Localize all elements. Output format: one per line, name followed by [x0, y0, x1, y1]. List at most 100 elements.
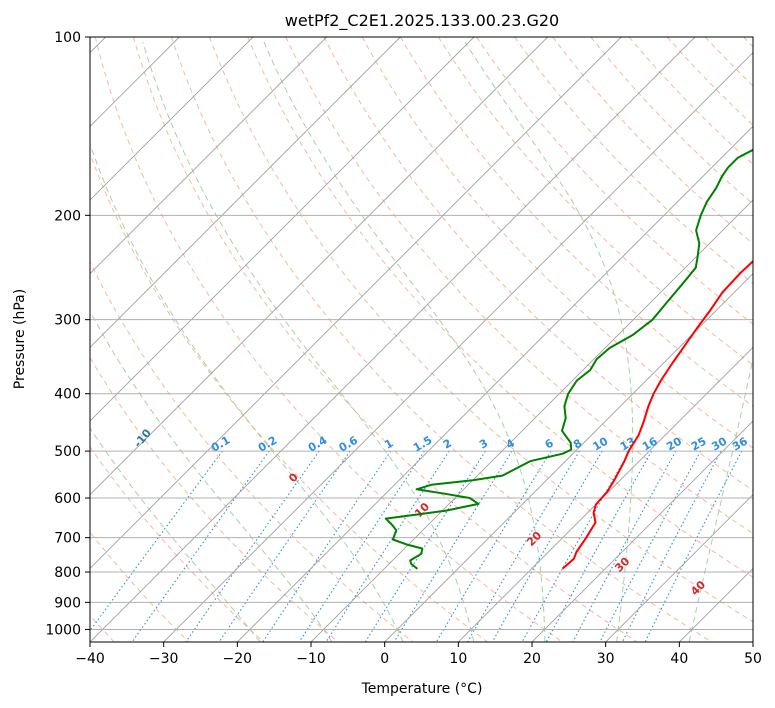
dry-adiabat-line	[704, 37, 753, 87]
moist-adiabat-line	[464, 41, 634, 642]
y-tick-label: 400	[54, 387, 81, 403]
mixing-ratio-line	[393, 450, 513, 642]
dry-adiabat-line	[743, 37, 753, 48]
moist-adiabat-line	[263, 41, 546, 642]
x-tick-label: −10	[296, 651, 326, 667]
mixing-ratio-line	[572, 450, 677, 642]
moist-adiabats	[90, 41, 753, 642]
dry-adiabat-line	[399, 37, 753, 407]
moist-adiabat-line	[688, 355, 753, 642]
isotherm-line	[90, 37, 254, 201]
moist-adiabat-label: 40	[688, 578, 708, 598]
y-tick-label: 1000	[45, 622, 81, 638]
mixing-ratio-label: 2	[441, 437, 454, 452]
dry-adiabat-line	[247, 37, 753, 578]
dry-adiabat-line	[666, 37, 753, 126]
mixing-ratio-line	[435, 450, 552, 642]
isotherm-line	[752, 641, 753, 642]
isotherm-line	[90, 37, 548, 496]
mixing-ratio-line	[467, 450, 580, 642]
y-tick-label: 200	[54, 208, 81, 224]
moist-adiabat-line	[90, 427, 261, 642]
isotherm-line	[237, 125, 753, 642]
mixing-ratio-line	[599, 450, 701, 642]
y-axis-label: Pressure (hPa)	[12, 289, 28, 389]
dry-adiabat-line	[514, 37, 753, 285]
x-tick-label: −40	[75, 651, 105, 667]
x-tick-label: −30	[149, 651, 179, 667]
mixing-ratio-line	[364, 450, 486, 642]
isotherm-line	[90, 37, 401, 348]
mixing-ratio-lines	[90, 450, 743, 642]
dry-adiabat-label: -10	[131, 426, 154, 450]
isotherm-line	[605, 494, 753, 642]
mixing-ratio-line	[621, 450, 722, 642]
x-axis: −40 −30 −20 −10 0 10 20 30 40 50	[75, 642, 762, 667]
x-tick-label: 10	[449, 651, 467, 667]
moist-adiabat-label: 0	[286, 470, 301, 485]
isotherm-line	[531, 420, 753, 642]
mixing-ratio-line	[298, 450, 425, 642]
y-tick-label: 700	[54, 531, 81, 547]
sounding-series	[384, 148, 753, 570]
mixing-ratio-label: 6	[543, 436, 556, 451]
mixing-ratio-label: 3	[477, 437, 490, 452]
mixing-ratio-line	[491, 450, 603, 642]
mixing-ratio-line	[218, 450, 351, 642]
mixing-ratio-line	[521, 450, 630, 642]
x-tick-label: 0	[380, 651, 389, 667]
isotherm-line	[90, 37, 696, 642]
y-tick-label: 500	[54, 444, 81, 460]
dry-adiabat-line	[94, 37, 563, 642]
y-tick-label: 800	[54, 565, 81, 581]
x-tick-label: 30	[597, 651, 615, 667]
mixing-ratio-line	[325, 450, 450, 642]
isotherm-line	[90, 37, 622, 569]
dewpoint-line	[384, 148, 753, 570]
moist-adiabat-line	[90, 310, 333, 642]
isotherm-line	[90, 37, 475, 422]
isobars	[90, 37, 753, 630]
isotherm-line	[310, 199, 753, 642]
isotherm-line	[679, 567, 753, 642]
isotherms	[90, 37, 753, 642]
plot-area: 0.10.20.40.611.52346810131620253036-100-…	[12, 37, 753, 642]
isotherm-line	[458, 346, 753, 642]
temperature-line	[561, 259, 753, 570]
dry-adiabat-label: -30	[12, 426, 35, 450]
x-tick-label: 40	[670, 651, 688, 667]
dry-adiabat-line	[361, 37, 753, 449]
background-labels: 0.10.20.40.611.52346810131620253036-100-…	[12, 426, 750, 598]
isotherm-line	[90, 37, 327, 275]
isotherm-line	[384, 273, 753, 642]
mixing-ratio-line	[262, 450, 392, 642]
chart-title: wetPf2_C2E1.2025.133.00.23.G20	[285, 11, 559, 31]
plot-frame	[89, 36, 754, 643]
dry-adiabat-line	[90, 356, 339, 642]
mixing-ratio-line	[131, 450, 270, 642]
dry-adiabat-line	[209, 37, 753, 623]
y-axis: 100 200 300 400 500 600 700 800 900 1000	[45, 30, 90, 638]
dry-adiabat-line	[552, 37, 753, 245]
dry-adiabat-line	[90, 152, 488, 642]
dry-adiabat-line	[90, 446, 264, 642]
mixing-ratio-label: 4	[504, 436, 517, 451]
dry-adiabat-line	[476, 37, 753, 325]
y-tick-label: 100	[54, 30, 81, 46]
dry-adiabat-line	[437, 37, 753, 366]
dry-adiabats	[90, 37, 753, 642]
x-axis-label: Temperature (°C)	[361, 681, 483, 697]
dry-adiabat-line	[628, 37, 753, 166]
mixing-ratio-line	[185, 450, 320, 642]
mixing-ratio-line	[545, 450, 653, 642]
dry-adiabat-line	[171, 37, 712, 642]
moist-adiabat-line	[90, 142, 404, 642]
isotherm-line	[163, 52, 753, 642]
moist-adiabat-label: 10	[412, 500, 432, 520]
dry-adiabat-line	[590, 37, 753, 205]
x-tick-label: 20	[523, 651, 541, 667]
dry-adiabat-line	[90, 531, 190, 642]
y-tick-label: 900	[54, 595, 81, 611]
y-tick-label: 600	[54, 491, 81, 507]
